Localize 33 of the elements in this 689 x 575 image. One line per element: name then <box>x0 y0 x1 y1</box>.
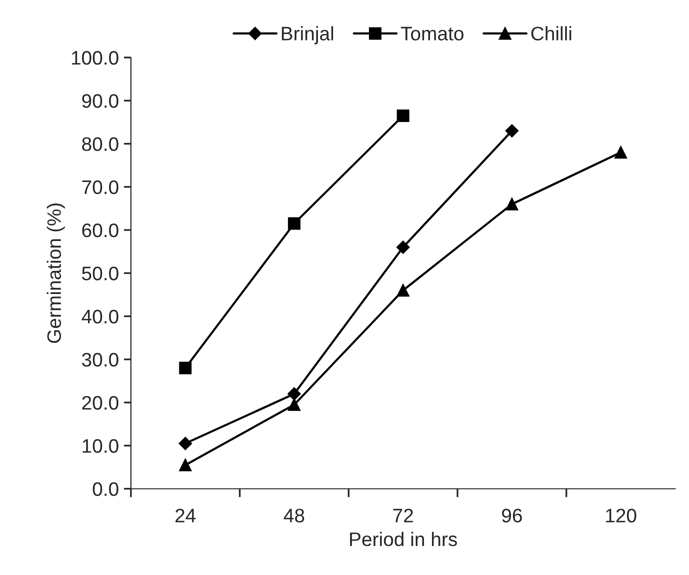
point <box>179 362 192 374</box>
x-tick-label: 120 <box>606 508 636 522</box>
legend-label: Chilli <box>531 26 572 40</box>
point <box>288 398 300 411</box>
y-axis-title: Germination (%) <box>46 204 65 343</box>
point <box>506 198 518 210</box>
legend-label: Brinjal <box>282 26 334 44</box>
y-tick-label: 60.0 <box>82 223 118 238</box>
y-tick-label: 40.0 <box>82 310 118 324</box>
x-tick-label: 24 <box>176 508 196 522</box>
x-tick-label: 72 <box>393 508 413 522</box>
y-tick-label: 70.0 <box>82 180 118 194</box>
y-tick-label: 90.0 <box>82 94 118 108</box>
x-axis-title: Period in hrs <box>350 532 457 546</box>
x-tick-label: 48 <box>284 508 304 522</box>
y-tick-label: 0.0 <box>92 482 118 496</box>
point <box>178 436 192 450</box>
legend-label: Tomato <box>400 26 464 40</box>
y-tick-label: 80.0 <box>82 137 118 151</box>
point <box>288 387 301 400</box>
point <box>179 458 192 472</box>
point <box>288 217 300 230</box>
point <box>396 240 410 254</box>
y-tick-label: 100.0 <box>72 50 118 65</box>
x-tick-label: 96 <box>502 508 522 522</box>
point <box>614 146 628 159</box>
point <box>505 124 519 138</box>
y-tick-label: 20.0 <box>82 396 118 410</box>
y-tick-label: 30.0 <box>82 352 118 367</box>
point <box>396 109 410 122</box>
point <box>396 284 410 297</box>
y-tick-label: 10.0 <box>82 439 118 453</box>
y-tick-label: 50.0 <box>82 266 118 280</box>
